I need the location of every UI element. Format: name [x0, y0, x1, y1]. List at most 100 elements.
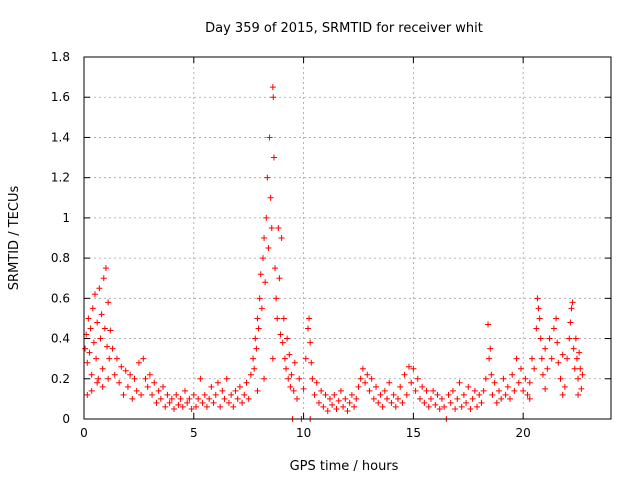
data-point [388, 399, 395, 406]
data-point [223, 375, 230, 382]
data-point [318, 387, 325, 394]
data-point [261, 375, 268, 382]
data-point [526, 379, 533, 386]
data-point [576, 349, 583, 356]
data-point [454, 395, 461, 402]
data-point [256, 295, 263, 302]
data-point [272, 265, 279, 272]
data-point [471, 387, 478, 394]
data-point [277, 331, 284, 338]
data-point [95, 375, 102, 382]
data-point [135, 359, 142, 366]
data-point [542, 385, 549, 392]
data-point [214, 379, 221, 386]
data-point [86, 349, 93, 356]
data-point [279, 339, 286, 346]
data-point [311, 391, 318, 398]
data-point [568, 305, 575, 312]
data-point [307, 339, 314, 346]
data-point [270, 94, 277, 101]
data-point [539, 371, 546, 378]
data-point [221, 395, 228, 402]
data-point [284, 335, 291, 342]
data-point [434, 391, 441, 398]
data-point [570, 345, 577, 352]
data-point [329, 401, 336, 408]
data-point [452, 405, 459, 412]
data-point [578, 385, 585, 392]
data-point [386, 379, 393, 386]
data-point [281, 355, 288, 362]
data-point [528, 355, 535, 362]
data-point [526, 395, 533, 402]
data-points [82, 84, 586, 422]
data-point [275, 224, 282, 231]
data-point [304, 325, 311, 332]
data-point [467, 405, 474, 412]
data-point [445, 391, 452, 398]
data-point [486, 355, 493, 362]
data-point [506, 395, 513, 402]
data-point [504, 383, 511, 390]
data-point [131, 375, 138, 382]
data-point [206, 395, 213, 402]
data-point [553, 315, 560, 322]
data-point [348, 391, 355, 398]
grid [84, 57, 611, 419]
data-point [500, 375, 507, 382]
x-tick-label: 20 [516, 426, 531, 440]
data-point [151, 379, 158, 386]
chart-title: Day 359 of 2015, SRMTID for receiver whi… [205, 21, 483, 36]
data-point [146, 371, 153, 378]
data-point [326, 395, 333, 402]
data-point [498, 395, 505, 402]
data-point [368, 375, 375, 382]
data-point [201, 391, 208, 398]
data-point [149, 391, 156, 398]
data-point [480, 387, 487, 394]
data-point [463, 399, 470, 406]
data-point [91, 291, 98, 298]
data-point [164, 391, 171, 398]
data-point [362, 379, 369, 386]
data-point [337, 387, 344, 394]
data-point [266, 134, 273, 141]
data-point [335, 397, 342, 404]
data-point [333, 405, 340, 412]
data-point [239, 399, 246, 406]
data-point [569, 299, 576, 306]
data-point [247, 371, 254, 378]
data-point [296, 375, 303, 382]
data-point [261, 235, 268, 241]
data-point [97, 335, 104, 342]
data-point [485, 321, 492, 328]
data-point [142, 375, 149, 382]
data-point [210, 399, 217, 406]
data-point [414, 375, 421, 382]
data-point [375, 399, 382, 406]
data-point [572, 335, 579, 342]
data-point [171, 405, 178, 412]
data-point [262, 279, 269, 286]
data-point [269, 355, 276, 362]
data-point [487, 345, 494, 352]
data-point [410, 365, 417, 372]
x-tick-label: 0 [80, 426, 88, 440]
data-point [474, 403, 481, 410]
data-point [441, 403, 448, 410]
data-point [577, 365, 584, 372]
data-point [225, 399, 232, 406]
data-point [129, 395, 136, 402]
data-point [561, 383, 568, 390]
data-point [101, 325, 108, 332]
data-point [89, 305, 96, 312]
data-point [273, 295, 280, 302]
data-point [144, 383, 151, 390]
data-point [236, 383, 243, 390]
data-point [111, 371, 118, 378]
data-point [575, 375, 582, 382]
plot-frame [83, 56, 612, 420]
data-point [456, 379, 463, 386]
y-axis-label: SRMTID / TECUs [7, 186, 22, 291]
x-axis-label: GPS time / hours [290, 459, 399, 474]
